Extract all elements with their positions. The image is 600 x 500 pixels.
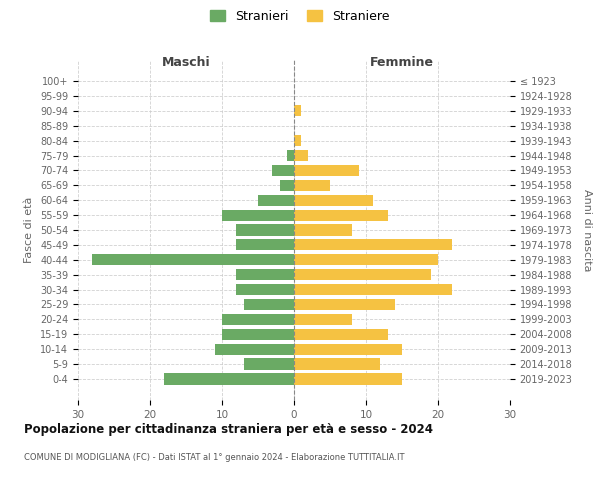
Bar (272, 165, 294, 176)
Bar (294, 358, 380, 370)
Bar (294, 269, 431, 280)
Text: Popolazione per cittadinanza straniera per età e sesso - 2024: Popolazione per cittadinanza straniera p… (24, 422, 433, 436)
Bar (294, 299, 395, 310)
Bar (236, 240, 294, 250)
Bar (222, 328, 294, 340)
Bar (294, 254, 438, 266)
Bar (287, 150, 294, 161)
Bar (294, 284, 452, 295)
Bar (222, 210, 294, 220)
Bar (280, 180, 294, 191)
Y-axis label: Fasce di età: Fasce di età (25, 197, 34, 263)
Bar (215, 344, 294, 355)
Bar (236, 224, 294, 235)
Bar (294, 344, 402, 355)
Bar (294, 105, 301, 117)
Y-axis label: Anni di nascita: Anni di nascita (582, 188, 592, 271)
Text: COMUNE DI MODIGLIANA (FC) - Dati ISTAT al 1° gennaio 2024 - Elaborazione TUTTITA: COMUNE DI MODIGLIANA (FC) - Dati ISTAT a… (24, 452, 404, 462)
Bar (244, 299, 294, 310)
Bar (222, 314, 294, 325)
Bar (294, 328, 388, 340)
Bar (92, 254, 294, 266)
Bar (236, 284, 294, 295)
Text: Femmine: Femmine (370, 56, 434, 69)
Bar (294, 210, 388, 220)
Bar (294, 180, 330, 191)
Bar (294, 135, 301, 146)
Bar (294, 165, 359, 176)
Bar (244, 358, 294, 370)
Bar (164, 374, 294, 384)
Bar (294, 240, 452, 250)
Bar (236, 269, 294, 280)
Bar (294, 374, 402, 384)
Bar (294, 194, 373, 206)
Text: Maschi: Maschi (161, 56, 211, 69)
Bar (294, 314, 352, 325)
Legend: Stranieri, Straniere: Stranieri, Straniere (205, 5, 395, 28)
Bar (294, 224, 352, 235)
Bar (258, 194, 294, 206)
Bar (294, 150, 308, 161)
